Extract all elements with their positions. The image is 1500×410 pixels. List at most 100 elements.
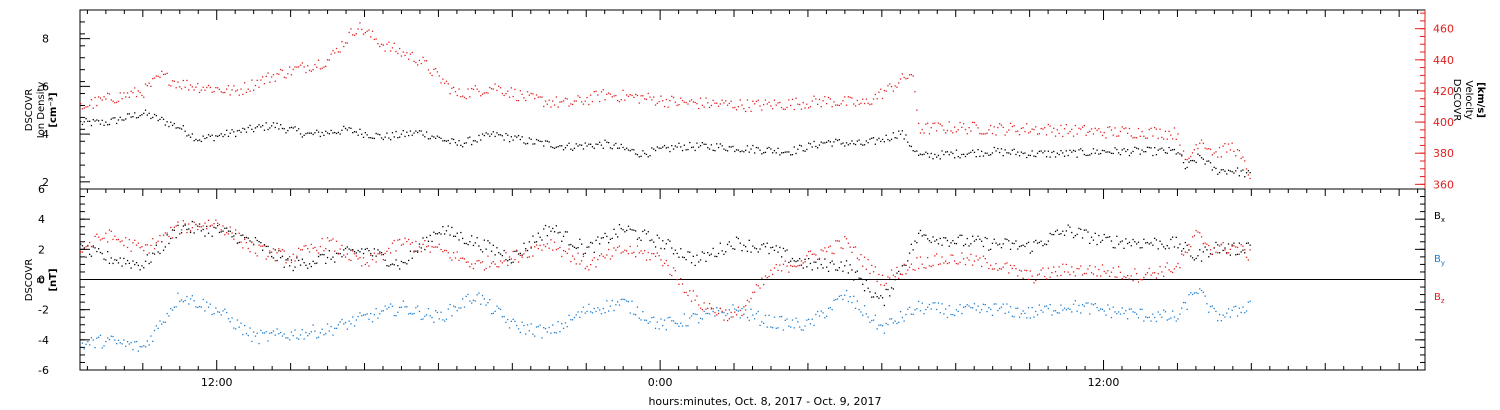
data-dot — [435, 233, 437, 235]
data-dot — [393, 136, 395, 138]
data-dot — [790, 264, 792, 267]
data-dot — [1018, 155, 1021, 157]
data-dot — [364, 248, 366, 250]
data-dot — [660, 318, 662, 320]
data-dot — [683, 256, 685, 259]
data-dot — [386, 43, 388, 45]
data-dot — [1191, 152, 1194, 154]
data-dot — [595, 266, 597, 268]
data-dot — [975, 124, 977, 126]
data-dot — [681, 325, 684, 327]
data-dot — [1132, 238, 1134, 241]
data-dot — [334, 327, 336, 329]
data-dot — [964, 128, 967, 131]
data-dot — [1222, 145, 1224, 147]
data-dot — [501, 316, 503, 318]
data-dot — [768, 252, 770, 255]
data-dot — [198, 139, 201, 141]
data-dot — [608, 92, 610, 94]
data-dot — [927, 122, 929, 124]
data-dot — [471, 235, 473, 237]
data-dot — [130, 116, 132, 118]
data-dot — [815, 313, 817, 316]
data-dot — [382, 44, 384, 46]
data-dot — [263, 245, 266, 247]
data-dot — [1168, 318, 1170, 320]
data-dot — [674, 270, 676, 272]
data-dot — [254, 252, 257, 254]
data-dot — [977, 127, 979, 129]
data-dot — [1119, 313, 1122, 315]
data-dot — [1042, 152, 1044, 154]
data-dot — [602, 147, 604, 149]
data-dot — [308, 333, 311, 335]
data-dot — [768, 314, 770, 316]
data-dot — [231, 236, 233, 238]
data-dot — [708, 303, 711, 305]
data-dot — [694, 101, 696, 104]
data-dot — [180, 128, 183, 130]
data-dot — [1092, 148, 1095, 150]
data-dot — [905, 78, 907, 80]
data-dot — [946, 129, 949, 132]
data-dot — [768, 146, 770, 149]
data-dot — [530, 323, 532, 325]
data-dot — [157, 119, 159, 122]
data-dot — [966, 133, 968, 135]
data-dot — [135, 117, 138, 119]
data-dot — [107, 92, 109, 94]
data-dot — [469, 136, 471, 138]
data-dot — [950, 151, 952, 153]
data-dot — [128, 262, 130, 264]
data-dot — [1215, 167, 1217, 170]
data-dot — [782, 263, 785, 265]
data-dot — [995, 242, 997, 244]
data-dot — [627, 253, 630, 255]
data-dot — [355, 33, 357, 35]
data-dot — [229, 321, 231, 323]
data-dot — [478, 134, 480, 137]
data-dot — [1244, 160, 1246, 162]
data-dot — [972, 121, 974, 123]
data-dot — [460, 96, 462, 98]
top-series-0 — [80, 109, 1251, 178]
data-dot — [680, 97, 682, 99]
data-dot — [797, 321, 799, 323]
data-dot — [390, 252, 392, 254]
data-dot — [386, 265, 388, 267]
data-dot — [114, 117, 116, 119]
data-dot — [820, 106, 822, 108]
data-dot — [1137, 127, 1140, 130]
data-dot — [99, 251, 102, 254]
data-dot — [678, 283, 680, 285]
data-dot — [685, 101, 687, 104]
data-dot — [384, 136, 386, 138]
data-dot — [339, 248, 341, 250]
data-dot — [1184, 168, 1186, 170]
data-dot — [460, 231, 462, 234]
data-dot — [267, 245, 269, 248]
data-dot — [1011, 315, 1013, 317]
data-dot — [498, 85, 500, 87]
data-dot — [581, 101, 583, 103]
data-dot — [955, 262, 958, 265]
data-dot — [431, 135, 433, 137]
data-dot — [516, 99, 518, 102]
data-dot — [426, 236, 428, 239]
data-dot — [1224, 249, 1226, 251]
data-dot — [1143, 135, 1145, 137]
data-dot — [427, 245, 430, 247]
data-dot — [211, 134, 213, 136]
data-dot — [415, 130, 417, 132]
data-dot — [600, 253, 603, 255]
data-dot — [937, 154, 940, 157]
data-dot — [352, 250, 354, 252]
data-dot — [676, 104, 678, 107]
data-dot — [238, 94, 240, 96]
data-dot — [1242, 245, 1244, 247]
data-dot — [1100, 131, 1102, 133]
data-dot — [799, 144, 801, 146]
data-dot — [885, 288, 887, 291]
data-dot — [676, 252, 678, 255]
data-dot — [797, 103, 799, 105]
